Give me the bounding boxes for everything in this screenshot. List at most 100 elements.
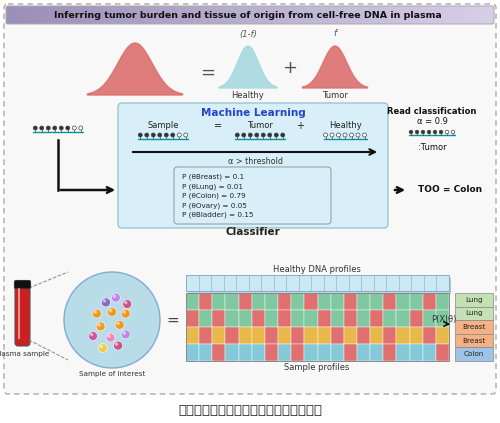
Bar [304, 327, 318, 344]
Text: TOO = Colon: TOO = Colon [418, 186, 482, 195]
Bar [412, 6, 421, 24]
Bar [291, 310, 304, 327]
Bar [22, 6, 32, 24]
Bar [212, 327, 226, 344]
Circle shape [98, 324, 100, 326]
Text: Tumor: Tumor [322, 91, 348, 101]
Bar [265, 293, 278, 310]
Circle shape [427, 130, 431, 134]
Bar [201, 6, 210, 24]
Bar [298, 6, 308, 24]
Bar [291, 344, 304, 361]
Bar [186, 310, 199, 327]
Bar [357, 310, 370, 327]
Bar [396, 344, 409, 361]
Bar [265, 310, 278, 327]
Circle shape [96, 322, 105, 331]
Bar [455, 307, 493, 320]
Bar [330, 310, 344, 327]
Bar [252, 344, 265, 361]
Circle shape [177, 133, 181, 137]
Bar [46, 6, 56, 24]
Text: Breast: Breast [462, 338, 485, 343]
Circle shape [46, 126, 50, 130]
Bar [291, 327, 304, 344]
FancyBboxPatch shape [14, 280, 30, 288]
Bar [422, 344, 436, 361]
Bar [278, 293, 291, 310]
Text: =: = [214, 121, 222, 131]
Text: Sample: Sample [147, 121, 179, 131]
Circle shape [248, 133, 252, 137]
Circle shape [255, 133, 259, 137]
Bar [396, 327, 409, 344]
Text: Healthy: Healthy [232, 91, 264, 101]
Bar [186, 344, 199, 361]
Bar [455, 334, 493, 347]
Text: Lung: Lung [465, 297, 483, 303]
Bar [444, 6, 454, 24]
Text: Healthy DNA profiles: Healthy DNA profiles [273, 266, 361, 275]
Circle shape [66, 126, 70, 130]
Circle shape [445, 130, 449, 134]
Circle shape [60, 126, 63, 130]
Bar [266, 6, 275, 24]
Circle shape [72, 126, 76, 130]
Bar [370, 293, 384, 310]
Text: =: = [200, 64, 216, 82]
Bar [318, 293, 330, 310]
Bar [339, 6, 348, 24]
Circle shape [88, 332, 98, 341]
Bar [396, 310, 409, 327]
Bar [422, 310, 436, 327]
Bar [176, 6, 186, 24]
Bar [128, 6, 137, 24]
Polygon shape [88, 43, 182, 95]
Bar [30, 6, 40, 24]
Circle shape [106, 333, 115, 342]
Circle shape [324, 133, 328, 137]
Bar [199, 310, 212, 327]
Circle shape [145, 133, 149, 137]
Bar [322, 6, 332, 24]
Bar [410, 310, 422, 327]
Text: :Tumor: :Tumor [418, 143, 446, 153]
Bar [455, 347, 493, 361]
Text: =: = [166, 313, 179, 327]
Circle shape [53, 126, 57, 130]
Text: Sample of interest: Sample of interest [79, 371, 145, 377]
Bar [188, 278, 451, 294]
Bar [355, 6, 364, 24]
Text: Classifier: Classifier [226, 227, 280, 237]
Bar [330, 6, 340, 24]
Bar [199, 327, 212, 344]
Circle shape [108, 308, 116, 316]
Bar [87, 6, 97, 24]
Text: P(X|θ): P(X|θ) [432, 316, 456, 324]
Bar [226, 327, 238, 344]
Circle shape [64, 272, 160, 368]
Bar [347, 6, 356, 24]
Bar [422, 327, 436, 344]
Circle shape [281, 133, 285, 137]
Bar [291, 293, 304, 310]
Circle shape [415, 130, 419, 134]
Bar [404, 6, 413, 24]
Bar [304, 344, 318, 361]
Circle shape [92, 309, 102, 318]
Bar [160, 6, 170, 24]
Bar [152, 6, 161, 24]
Bar [314, 6, 324, 24]
Circle shape [103, 300, 106, 302]
Bar [226, 344, 238, 361]
Circle shape [362, 133, 366, 137]
Bar [420, 6, 429, 24]
Bar [96, 6, 104, 24]
Text: f: f [334, 30, 336, 38]
Bar [265, 344, 278, 361]
Circle shape [330, 133, 334, 137]
FancyBboxPatch shape [4, 4, 496, 394]
Circle shape [343, 133, 347, 137]
Bar [238, 310, 252, 327]
Bar [344, 310, 357, 327]
